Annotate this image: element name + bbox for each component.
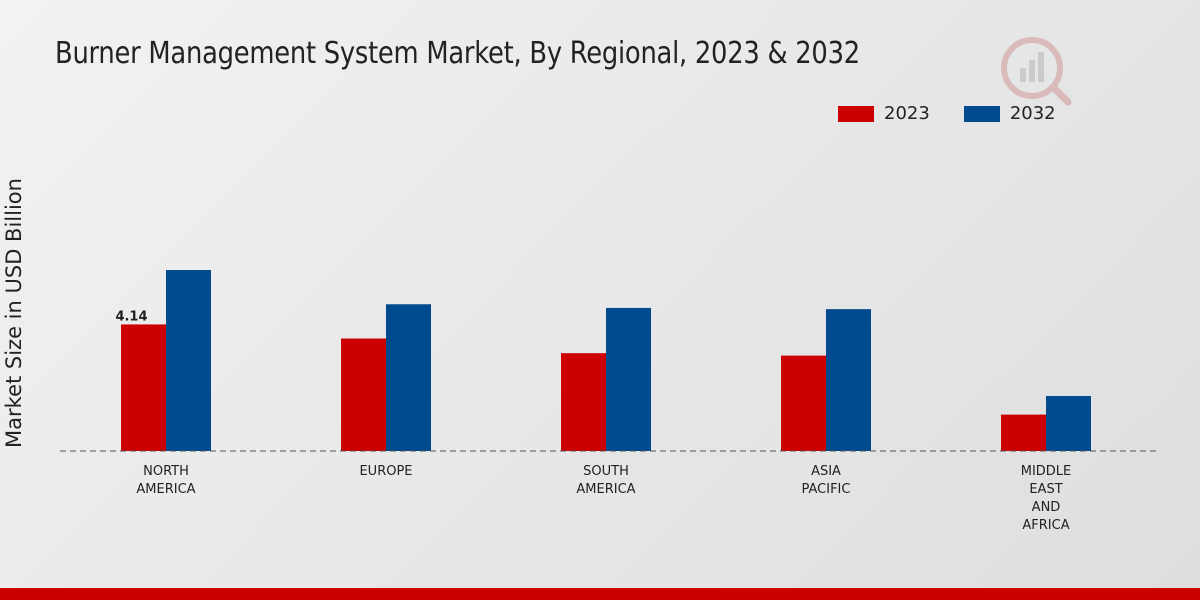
bar-2032-0 <box>166 270 211 451</box>
bar-2032-3 <box>826 309 871 451</box>
x-tick-label-4: MIDDLE EAST AND AFRICA <box>1021 464 1072 533</box>
x-tick-label-line: AMERICA <box>576 482 635 497</box>
footer-bar <box>0 588 1200 600</box>
legend-swatch-2032 <box>963 105 1000 122</box>
x-tick-label-3: ASIA PACIFIC <box>802 464 851 497</box>
legend-label-2032: 2032 <box>1009 103 1056 124</box>
legend-item-2023: 2023 <box>838 103 930 124</box>
bar-2032-4 <box>1046 395 1091 451</box>
bar-2023-0 <box>121 324 166 451</box>
brand-logo-icon <box>1001 37 1072 106</box>
x-tick-label-line: NORTH <box>143 464 189 479</box>
chart-title: Burner Management System Market, By Regi… <box>55 36 860 71</box>
legend-item-2032: 2032 <box>963 103 1056 124</box>
bar-2032-2 <box>606 307 651 451</box>
data-label-0: 4.14 <box>115 309 147 324</box>
x-tick-label-line: EAST <box>1029 482 1062 497</box>
bar-2023-2 <box>561 353 606 451</box>
x-tick-label-line: AFRICA <box>1022 518 1069 533</box>
x-tick-label-line: AMERICA <box>136 482 195 497</box>
x-tick-label-line: SOUTH <box>583 464 629 479</box>
legend: 2023 2032 <box>838 103 1090 124</box>
x-tick-label-2: SOUTH AMERICA <box>576 464 635 497</box>
x-tick-label-line: EUROPE <box>359 464 412 479</box>
x-tick-label-line: AND <box>1032 500 1061 515</box>
x-tick-label-line: ASIA <box>811 464 841 479</box>
bar-2023-1 <box>341 338 386 451</box>
x-tick-label-line: MIDDLE <box>1021 464 1072 479</box>
bar-2023-3 <box>781 355 826 451</box>
bar-2023-4 <box>1001 414 1046 451</box>
x-tick-label-1: EUROPE <box>359 464 412 479</box>
legend-swatch-2023 <box>838 105 874 122</box>
x-tick-label-line: PACIFIC <box>802 482 851 497</box>
x-tick-label-0: NORTH AMERICA <box>136 464 195 497</box>
bar-2032-1 <box>386 304 431 451</box>
legend-label-2023: 2023 <box>884 103 930 124</box>
